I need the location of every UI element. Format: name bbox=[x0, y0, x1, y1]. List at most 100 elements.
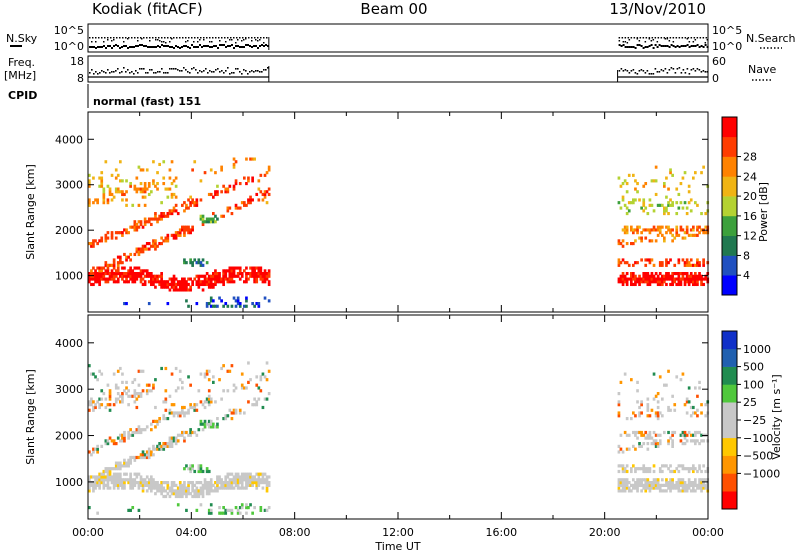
nsearch-mark bbox=[164, 37, 166, 39]
nsearch-mark bbox=[260, 37, 262, 39]
heatmap-cell bbox=[617, 176, 621, 180]
heatmap-cell bbox=[150, 277, 153, 281]
heatmap-cell bbox=[661, 280, 664, 284]
heatmap-cell bbox=[193, 483, 197, 487]
heatmap-cell bbox=[172, 411, 176, 415]
heatmap-cell bbox=[127, 461, 130, 465]
freq-mark bbox=[101, 70, 103, 72]
nsearch-mark bbox=[645, 37, 648, 39]
colorbar-tick-label: 25 bbox=[743, 396, 757, 409]
freq-mark bbox=[227, 67, 229, 69]
heatmap-cell bbox=[251, 179, 254, 183]
heatmap-cell bbox=[646, 436, 650, 440]
heatmap-cell bbox=[673, 263, 677, 267]
heatmap-cell bbox=[160, 217, 163, 221]
velocity-ylabel: Slant Range [km] bbox=[24, 369, 37, 465]
heatmap-cell bbox=[236, 508, 240, 512]
heatmap-cell bbox=[698, 277, 701, 281]
nsky-mark bbox=[626, 46, 629, 48]
heatmap-cell bbox=[110, 192, 114, 197]
heatmap-cell bbox=[143, 247, 147, 251]
nsky-mark bbox=[684, 45, 687, 47]
heatmap-cell bbox=[98, 274, 101, 278]
heatmap-cell bbox=[632, 486, 635, 490]
heatmap-cell bbox=[232, 475, 236, 479]
colorbar-tick-label: 8 bbox=[743, 249, 750, 262]
heatmap-cell bbox=[90, 483, 93, 487]
heatmap-cell bbox=[663, 274, 666, 278]
heatmap-cell bbox=[667, 405, 670, 410]
heatmap-cell bbox=[139, 168, 143, 172]
heatmap-cell bbox=[119, 255, 122, 259]
heatmap-cell bbox=[110, 231, 114, 235]
heatmap-cell bbox=[185, 411, 188, 415]
heatmap-cell bbox=[644, 263, 648, 267]
heatmap-cell bbox=[112, 263, 116, 267]
heatmap-cell bbox=[127, 436, 130, 440]
colorbar-swatch bbox=[722, 437, 737, 456]
heatmap-cell bbox=[630, 489, 633, 493]
heatmap-cell bbox=[661, 478, 664, 482]
nsearch-mark bbox=[254, 37, 256, 39]
heatmap-cell bbox=[667, 442, 670, 446]
heatmap-cell bbox=[617, 486, 621, 490]
heatmap-cell bbox=[152, 478, 155, 482]
heatmap-cell bbox=[106, 469, 110, 474]
heatmap-cell bbox=[139, 478, 143, 482]
x-tick-label: 12:00 bbox=[382, 526, 414, 539]
heatmap-cell bbox=[648, 430, 652, 435]
nsearch-mark bbox=[146, 37, 148, 39]
heatmap-cell bbox=[656, 478, 660, 482]
heatmap-cell bbox=[178, 494, 182, 499]
heatmap-cell bbox=[638, 274, 641, 278]
heatmap-cell bbox=[654, 481, 658, 485]
heatmap-cell bbox=[243, 478, 246, 482]
heatmap-cell bbox=[176, 233, 180, 237]
freq-mark bbox=[121, 71, 123, 73]
heatmap-cell bbox=[170, 195, 174, 199]
heatmap-cell bbox=[658, 228, 662, 232]
heatmap-cell bbox=[216, 481, 219, 485]
heatmap-cell bbox=[673, 272, 677, 276]
heatmap-cell bbox=[261, 486, 265, 490]
nsky-mark bbox=[652, 39, 655, 41]
heatmap-cell bbox=[193, 494, 197, 499]
heatmap-cell bbox=[189, 288, 192, 292]
nsky-mark bbox=[670, 44, 673, 46]
heatmap-cell bbox=[88, 486, 91, 490]
heatmap-cell bbox=[197, 282, 201, 287]
heatmap-cell bbox=[245, 296, 248, 300]
freq-mark bbox=[666, 72, 669, 74]
heatmap-cell bbox=[650, 486, 654, 490]
heatmap-cell bbox=[110, 277, 114, 281]
nsky-mark bbox=[105, 47, 107, 49]
heatmap-cell bbox=[183, 233, 186, 237]
heatmap-cell bbox=[183, 228, 186, 232]
heatmap-cell bbox=[243, 201, 246, 205]
nsky-mark bbox=[622, 41, 625, 43]
heatmap-cell bbox=[243, 176, 246, 180]
heatmap-cell bbox=[166, 444, 170, 448]
heatmap-cell bbox=[247, 179, 250, 183]
heatmap-cell bbox=[170, 439, 174, 443]
heatmap-cell bbox=[154, 217, 157, 221]
freq-mark bbox=[171, 68, 173, 70]
heatmap-cell bbox=[108, 190, 112, 194]
nsky-mark bbox=[265, 44, 267, 46]
heatmap-cell bbox=[685, 489, 689, 493]
heatmap-cell bbox=[619, 184, 623, 188]
freq-mark bbox=[670, 67, 673, 69]
heatmap-cell bbox=[147, 302, 151, 306]
nsky-mark bbox=[624, 41, 627, 43]
freq-mark bbox=[644, 72, 647, 74]
heatmap-cell bbox=[100, 272, 104, 276]
heatmap-cell bbox=[224, 483, 228, 487]
nsearch-mark bbox=[179, 37, 181, 39]
heatmap-cell bbox=[692, 411, 695, 415]
heatmap-cell bbox=[131, 225, 135, 229]
heatmap-cell bbox=[648, 469, 652, 474]
heatmap-cell bbox=[176, 486, 180, 490]
heatmap-cell bbox=[106, 467, 110, 471]
heatmap-cell bbox=[123, 478, 126, 482]
